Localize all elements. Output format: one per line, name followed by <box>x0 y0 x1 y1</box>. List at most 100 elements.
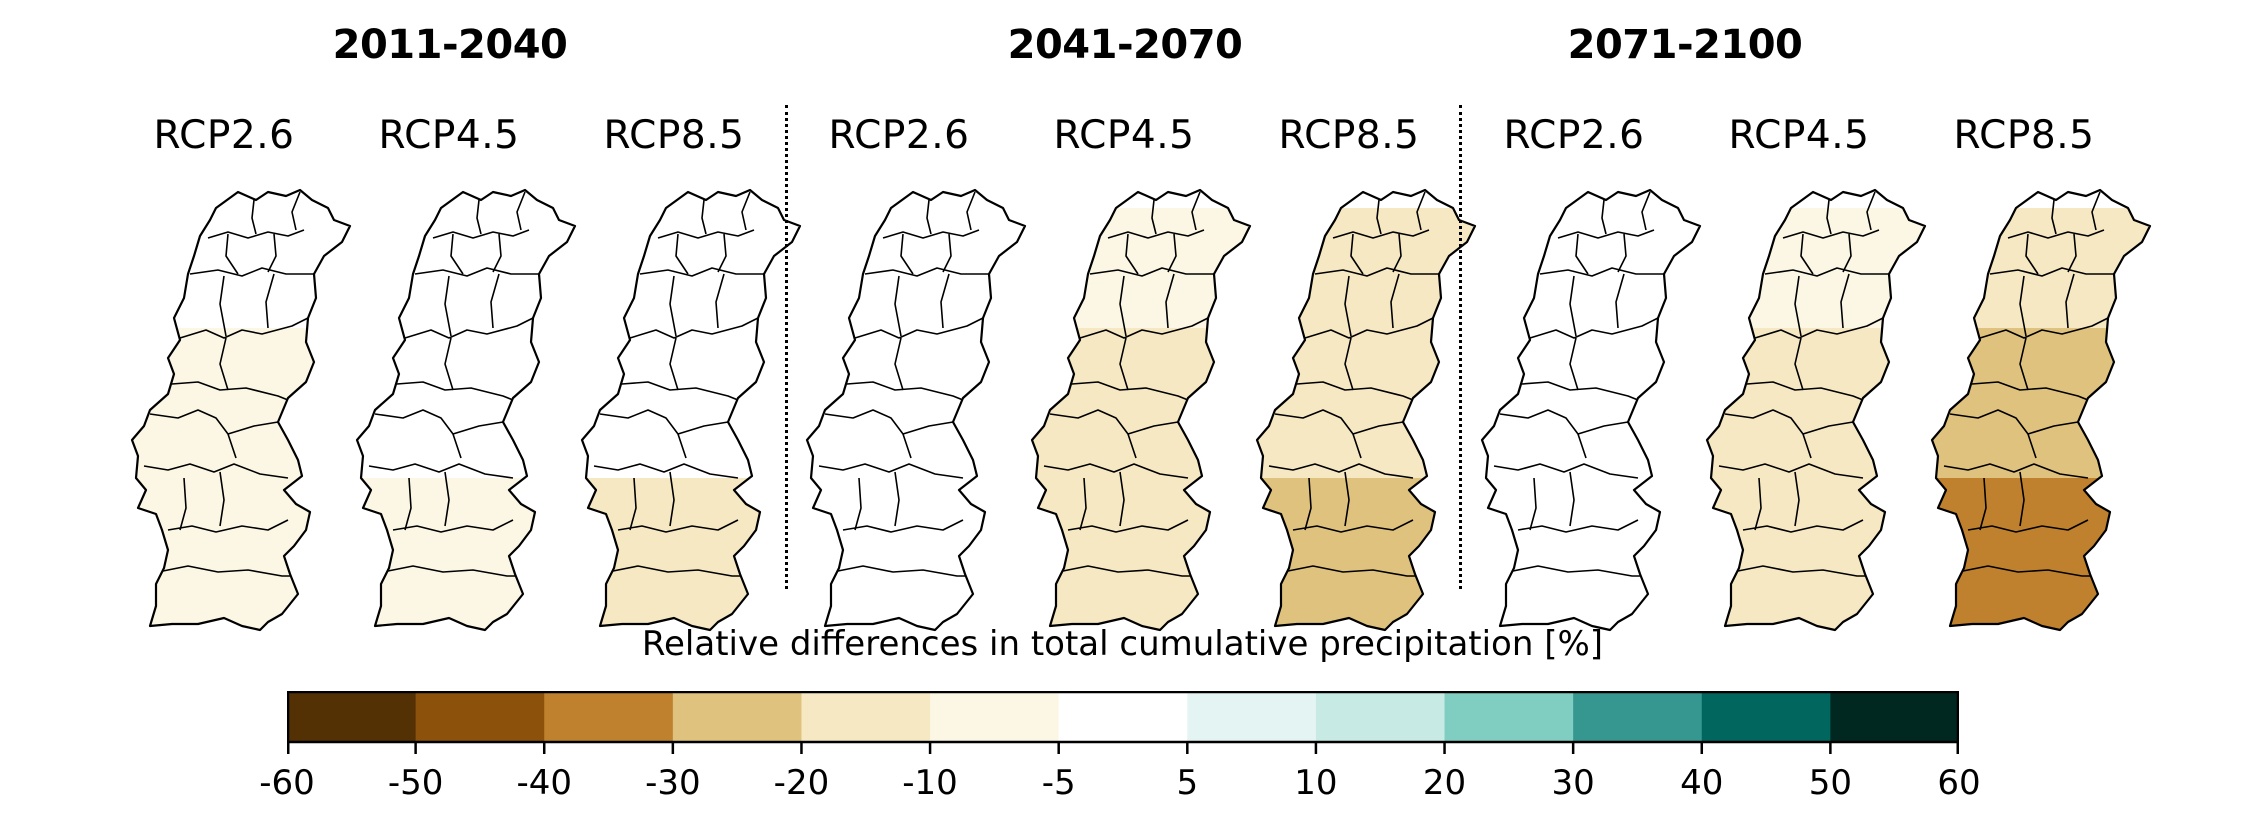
district-border <box>894 471 900 527</box>
scenario-label: RCP2.6 <box>153 113 295 158</box>
district-border <box>1107 229 1205 239</box>
district-border <box>1089 267 1214 277</box>
district-border <box>846 381 964 401</box>
district-border <box>2027 421 2079 435</box>
district-border <box>219 337 229 391</box>
district-border <box>607 565 744 577</box>
district-border <box>492 233 502 273</box>
district-border <box>450 233 464 275</box>
district-border <box>219 275 227 337</box>
country-outline <box>130 188 352 632</box>
map-zone-south <box>1257 478 1475 630</box>
colorbar-bin <box>672 691 802 743</box>
district-border <box>1575 233 1589 275</box>
district-border <box>265 273 275 329</box>
district-border <box>227 421 279 435</box>
district-border <box>189 267 314 277</box>
district-border <box>657 229 755 239</box>
map-zone-center <box>1482 328 1700 478</box>
district-border <box>717 233 727 273</box>
district-border <box>1601 199 1607 235</box>
district-border <box>1304 477 1312 531</box>
district-border <box>1521 381 1639 401</box>
district-border <box>1392 233 1402 273</box>
district-border <box>1119 471 1125 527</box>
district-border <box>291 191 301 231</box>
colorbar-bin <box>1830 691 1959 743</box>
district-border <box>669 337 679 391</box>
district-border <box>2091 191 2101 231</box>
district-border <box>1949 409 2037 459</box>
district-border <box>966 191 976 231</box>
district-border <box>2007 229 2105 239</box>
colorbar-tick-label: 5 <box>1176 763 1199 803</box>
map-zone-center <box>582 328 800 478</box>
district-border <box>940 273 950 329</box>
district-border <box>715 273 725 329</box>
district-border <box>926 199 932 235</box>
district-border <box>2025 233 2039 275</box>
map-zone-south <box>582 478 800 630</box>
scenario-label: RCP8.5 <box>1278 113 1420 158</box>
district-border <box>225 233 239 275</box>
district-border <box>902 421 954 435</box>
district-border <box>1191 191 1201 231</box>
district-border <box>444 337 454 391</box>
district-border <box>1979 477 1987 531</box>
colorbar-bin <box>1573 691 1703 743</box>
district-border <box>1794 275 1802 337</box>
district-border <box>167 519 289 533</box>
district-border <box>1957 565 2094 577</box>
district-border <box>219 471 225 527</box>
period-divider <box>785 105 788 589</box>
country-outline <box>1705 188 1927 632</box>
district-border <box>171 381 289 401</box>
scenario-label: RCP4.5 <box>378 113 520 158</box>
district-border <box>1282 565 1419 577</box>
district-border <box>490 273 500 329</box>
district-border <box>1274 409 1362 459</box>
scenario-label: RCP8.5 <box>603 113 745 158</box>
colorbar-bin <box>287 691 417 743</box>
district-border <box>396 381 514 401</box>
map-panel <box>805 188 1027 632</box>
district-border <box>832 565 969 577</box>
district-border <box>1127 421 1179 435</box>
country-outline <box>1930 188 2152 632</box>
district-border <box>1724 409 1812 459</box>
district-border <box>1507 565 1644 577</box>
colorbar-tick-label: 20 <box>1422 763 1467 803</box>
scenario-label: RCP4.5 <box>1728 113 1870 158</box>
country-outline <box>355 188 577 632</box>
map-zone-south <box>1032 478 1250 630</box>
map-panel <box>1255 188 1477 632</box>
district-border <box>1794 337 1804 391</box>
district-border <box>1569 471 1575 527</box>
colorbar-tick-label: 40 <box>1680 763 1724 803</box>
district-border <box>1794 471 1800 527</box>
district-border <box>894 275 902 337</box>
map-zone-center <box>807 328 1025 478</box>
district-border <box>452 421 504 435</box>
district-border <box>1979 317 2109 339</box>
district-border <box>1617 233 1627 273</box>
district-border <box>476 199 482 235</box>
district-border <box>894 337 904 391</box>
colorbar-tick-label: 10 <box>1294 763 1338 803</box>
country-outline <box>1480 188 1702 632</box>
district-border <box>1641 191 1651 231</box>
district-border <box>1842 233 1852 273</box>
district-border <box>1826 199 1832 235</box>
colorbar-bin <box>1187 691 1317 743</box>
district-border <box>1119 275 1127 337</box>
map-zone-south <box>807 478 1025 630</box>
colorbar-bin <box>801 691 931 743</box>
district-border <box>179 477 187 531</box>
map-zone-center <box>1032 328 1250 478</box>
district-border <box>1119 337 1129 391</box>
district-border <box>900 233 914 275</box>
district-border <box>444 471 450 527</box>
district-border <box>1296 381 1414 401</box>
colorbar-tick-label: -60 <box>259 763 315 803</box>
district-border <box>2065 273 2075 329</box>
